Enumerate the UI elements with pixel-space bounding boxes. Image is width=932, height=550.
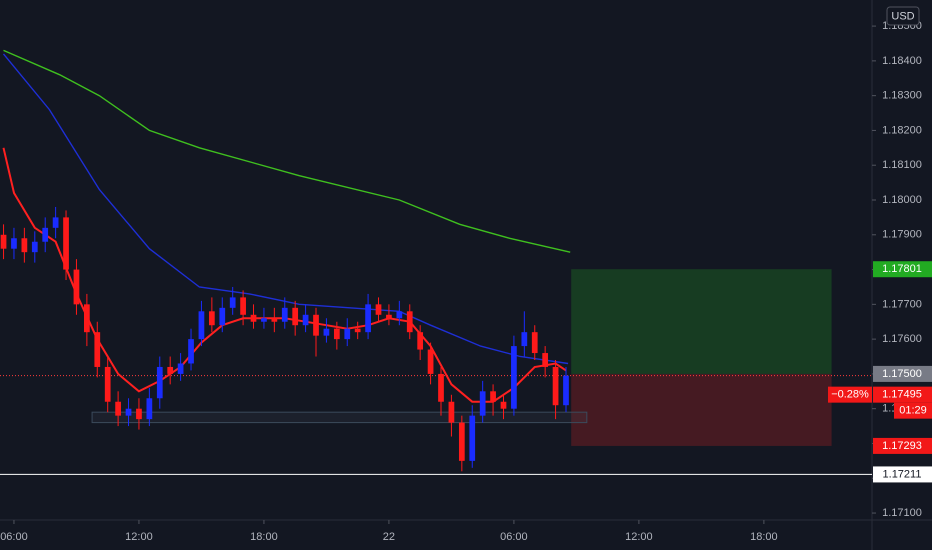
- candle-body: [552, 366, 559, 406]
- candle-body: [0, 234, 7, 249]
- price-label: 1.17495: [882, 389, 922, 401]
- candle-body: [386, 314, 392, 319]
- price-label: 1.17211: [883, 468, 922, 480]
- candle-body: [521, 332, 528, 347]
- position-stop: [571, 373, 832, 446]
- x-tick-label: 18:00: [750, 531, 778, 543]
- candle-body: [219, 307, 226, 326]
- y-tick-label: 1.17600: [882, 333, 922, 345]
- candle-body: [417, 332, 424, 350]
- x-tick-label: 22: [383, 531, 395, 543]
- candle-body: [490, 391, 496, 402]
- candle-body: [250, 314, 257, 322]
- candle-body: [167, 366, 174, 374]
- candle-body: [500, 401, 507, 409]
- candle-body: [281, 307, 288, 322]
- candle-body: [344, 328, 351, 340]
- y-tick-label: 1.17700: [882, 298, 922, 310]
- countdown: 01:29: [899, 405, 927, 417]
- candle-body: [42, 227, 49, 242]
- countdown-bg: [894, 402, 932, 419]
- candle-body: [365, 304, 371, 333]
- x-tick-label: 06:00: [500, 531, 528, 543]
- candle-body: [323, 328, 330, 336]
- price-label: 1.17801: [882, 263, 922, 275]
- price-label-bg: [873, 386, 932, 403]
- candle-body: [21, 238, 28, 253]
- candle-body: [427, 349, 434, 374]
- y-tick-label: 1.18400: [882, 55, 922, 67]
- candle-body: [469, 415, 476, 461]
- candle-body: [375, 304, 382, 315]
- change-bg: [828, 386, 872, 403]
- candle-body: [396, 311, 403, 319]
- candle-body: [156, 366, 163, 399]
- candle-body: [438, 373, 444, 402]
- candle-body: [302, 314, 309, 326]
- price-label: 1.17500: [882, 368, 922, 380]
- candle-body: [188, 339, 194, 364]
- candle-body: [448, 401, 455, 423]
- candle-body: [63, 217, 69, 270]
- y-tick-label: 1.18000: [882, 194, 922, 206]
- candle-body: [292, 307, 299, 326]
- candle-body: [208, 311, 215, 326]
- candle-body: [177, 363, 184, 374]
- price-label-bg: [873, 437, 932, 454]
- price-label-bg: [873, 261, 932, 278]
- y-tick-label: 1.17100: [882, 507, 922, 519]
- y-tick-label: 1.18200: [882, 124, 922, 136]
- y-tick-label: 1.17900: [882, 229, 922, 241]
- candle-body: [11, 238, 17, 249]
- candle-body: [313, 314, 319, 336]
- candle-body: [125, 408, 132, 416]
- candle-body: [104, 366, 111, 402]
- x-tick-label: 06:00: [0, 531, 28, 543]
- candle-body: [73, 269, 80, 305]
- candle-body: [531, 332, 538, 354]
- candle-body: [563, 375, 569, 406]
- candle-body: [542, 353, 549, 367]
- moving-average: [2, 147, 567, 403]
- candle-body: [198, 311, 205, 340]
- candle-body: [458, 422, 465, 461]
- x-tick-label: 12:00: [625, 531, 653, 543]
- moving-average: [2, 53, 569, 365]
- y-tick-label: 1.18100: [882, 159, 922, 171]
- candle-body: [240, 297, 246, 315]
- candle-body: [31, 241, 38, 253]
- y-tick-label: 1.18300: [882, 90, 922, 102]
- zone: [91, 411, 588, 424]
- price-label-bg: [873, 365, 932, 382]
- candle-body: [115, 401, 121, 416]
- candle-body: [229, 297, 236, 308]
- candle-body: [261, 318, 267, 322]
- position-target: [571, 269, 832, 374]
- x-tick-label: 18:00: [250, 531, 278, 543]
- candle-body: [84, 304, 90, 333]
- candle-body: [333, 328, 340, 340]
- candle-body: [354, 328, 361, 333]
- candle-body: [479, 391, 486, 416]
- candle-body: [406, 311, 413, 333]
- candle-body: [511, 346, 517, 409]
- candle-body: [146, 398, 153, 420]
- price-label: 1.17293: [882, 440, 922, 452]
- candle-body: [52, 217, 59, 228]
- currency: USD: [891, 10, 914, 22]
- moving-average: [3, 49, 571, 253]
- price-label-bg: [873, 466, 932, 483]
- candle-body: [94, 332, 101, 367]
- currency-bg: [886, 6, 920, 26]
- candle-body: [271, 318, 278, 322]
- change-label: −0.28%: [831, 389, 869, 401]
- candle-body: [136, 408, 142, 420]
- x-tick-label: 12:00: [125, 531, 153, 543]
